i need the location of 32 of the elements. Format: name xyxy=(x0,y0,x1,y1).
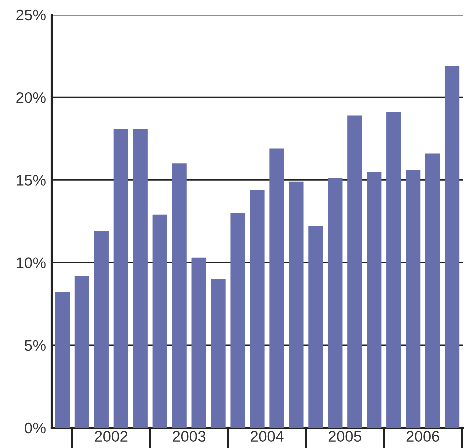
y-tick-label: 15% xyxy=(17,175,46,186)
text: 2006 xyxy=(406,431,440,442)
y-tick-label: 25% xyxy=(16,10,46,21)
bar xyxy=(55,292,70,428)
bar xyxy=(192,258,206,428)
bar xyxy=(74,276,90,428)
y-tick-label: 5% xyxy=(24,340,46,352)
text: 2005 xyxy=(328,431,362,442)
bar xyxy=(172,164,187,428)
bar xyxy=(348,116,362,428)
bar xyxy=(250,190,265,428)
y-tick-label: 0% xyxy=(24,422,46,434)
bar xyxy=(94,231,109,428)
bar xyxy=(367,172,382,428)
bar xyxy=(270,148,284,428)
y-tick-label: 10% xyxy=(17,258,46,268)
text: 2002 xyxy=(95,431,128,442)
bar xyxy=(386,112,402,428)
bar xyxy=(230,213,246,428)
text: 2003 xyxy=(173,431,206,442)
y-tick-label: 20% xyxy=(16,92,46,104)
bar xyxy=(114,128,128,428)
bar xyxy=(308,226,324,428)
bar xyxy=(289,182,304,428)
bar xyxy=(328,178,343,428)
bar xyxy=(426,154,440,428)
bar xyxy=(152,214,168,428)
text: 2004 xyxy=(251,431,284,442)
bar xyxy=(133,128,148,428)
bar xyxy=(406,170,421,428)
bar xyxy=(444,66,460,428)
bar xyxy=(211,279,226,428)
